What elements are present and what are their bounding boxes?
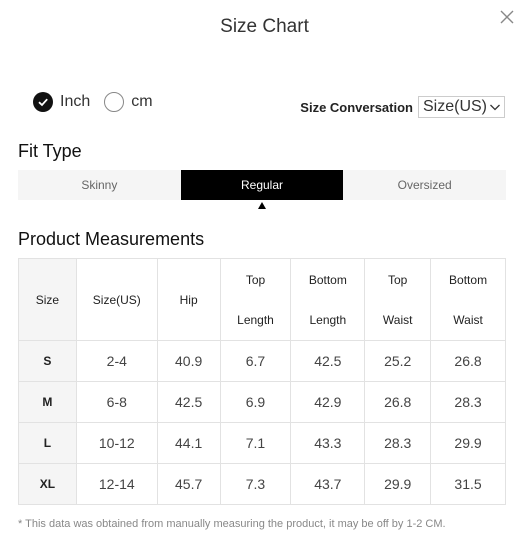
table-cell: 42.9 <box>290 381 366 423</box>
size-conversion-label: Size Conversation <box>300 99 413 115</box>
header-top-length: Top Length <box>219 258 292 341</box>
table-cell: XL <box>18 463 77 505</box>
table-cell: 45.7 <box>156 463 221 505</box>
header-hip: Hip <box>156 258 221 341</box>
fit-type-tabs: Skinny Regular Oversized <box>18 170 506 200</box>
unit-option-cm[interactable]: cm <box>104 92 153 112</box>
radio-empty-icon <box>104 92 125 112</box>
table-row: S 2-4 40.9 6.7 42.5 25.2 26.8 <box>18 340 506 382</box>
table-cell: 28.3 <box>430 381 506 423</box>
table-row: L 10-12 44.1 7.1 43.3 28.3 29.9 <box>18 422 506 464</box>
unit-option-label: Inch <box>60 93 91 110</box>
close-icon[interactable] <box>499 9 515 25</box>
table-cell: 42.5 <box>290 340 366 382</box>
table-cell: 6.9 <box>219 381 292 423</box>
dialog-title: Size Chart <box>220 16 309 37</box>
table-cell: 7.1 <box>219 422 292 464</box>
tab-regular[interactable]: Regular <box>180 170 344 200</box>
table-cell: 29.9 <box>430 422 506 464</box>
header-top-waist: Top Waist <box>364 258 432 341</box>
table-cell: 10-12 <box>75 422 158 464</box>
tab-skinny[interactable]: Skinny <box>81 178 118 192</box>
header-size: Size <box>18 258 77 341</box>
table-cell: 26.8 <box>364 381 432 423</box>
header-bottom-waist: Bottom Waist <box>430 258 506 341</box>
table-cell: M <box>18 381 77 423</box>
table-cell: 29.9 <box>364 463 432 505</box>
check-icon <box>33 92 53 112</box>
measurement-note: * This data was obtained from manually m… <box>18 518 446 530</box>
header-size-us: Size(US) <box>75 258 158 341</box>
table-cell: 7.3 <box>219 463 292 505</box>
unit-option-inch[interactable]: Inch <box>33 92 90 112</box>
table-cell: L <box>18 422 77 464</box>
tab-oversized[interactable]: Oversized <box>397 178 452 192</box>
table-cell: 42.5 <box>156 381 221 423</box>
table-header-row: Size Size(US) Hip Top Length Bottom Length… <box>18 258 506 341</box>
size-conversion-value: Size(US) <box>422 98 487 115</box>
table-cell: 26.8 <box>430 340 506 382</box>
table-cell: 43.3 <box>290 422 366 464</box>
header-bottom-length: Bottom Length <box>290 258 366 341</box>
fit-type-title: Fit Type <box>18 141 82 161</box>
table-cell: 2-4 <box>75 340 158 382</box>
table-cell: 12-14 <box>75 463 158 505</box>
table-row: XL 12-14 45.7 7.3 43.7 29.9 31.5 <box>18 463 506 505</box>
unit-selector: Inch cm <box>33 92 167 112</box>
table-cell: 28.3 <box>364 422 432 464</box>
measurements-table: Size Size(US) Hip Top Length Bottom Length… <box>18 258 506 505</box>
table-cell: 40.9 <box>156 340 221 382</box>
unit-option-label: cm <box>131 93 153 110</box>
caret-up-icon <box>258 202 266 209</box>
table-cell: S <box>18 340 77 382</box>
table-cell: 43.7 <box>290 463 366 505</box>
size-conversion-select[interactable]: Size(US) <box>417 96 505 118</box>
product-measurements-title: Product Measurements <box>18 229 205 249</box>
table-row: M 6-8 42.5 6.9 42.9 26.8 28.3 <box>18 381 506 423</box>
size-conversion: Size Conversation Size(US) <box>300 96 505 118</box>
chevron-down-icon <box>490 104 500 111</box>
table-cell: 44.1 <box>156 422 221 464</box>
table-cell: 25.2 <box>364 340 432 382</box>
table-cell: 6.7 <box>219 340 292 382</box>
table-cell: 31.5 <box>430 463 506 505</box>
table-cell: 6-8 <box>75 381 158 423</box>
